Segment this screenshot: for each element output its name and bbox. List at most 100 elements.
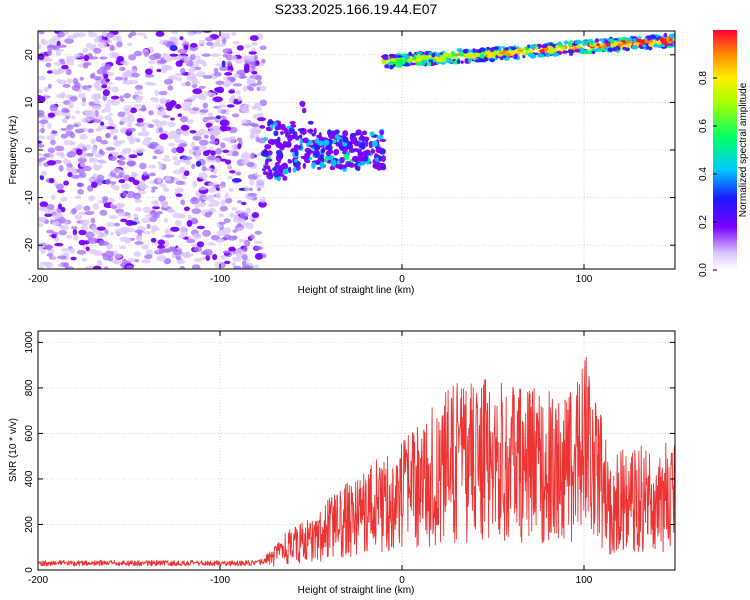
spectrogram-cell	[135, 148, 146, 154]
spectrogram-cell	[273, 130, 279, 137]
colorbar-tick-label: 0.2	[698, 215, 709, 229]
spectrogram-cell	[165, 101, 175, 109]
spectrogram-cell	[339, 138, 343, 145]
spectrogram-cell	[229, 136, 236, 140]
spectrogram-cell	[612, 46, 618, 52]
spectrogram-cell	[93, 119, 102, 123]
spectrogram-cell	[307, 120, 314, 125]
spectrogram-cell	[263, 136, 268, 142]
spectrogram-cell	[489, 52, 494, 56]
spectrogram-cell	[91, 225, 98, 233]
spectrogram-cell	[91, 93, 102, 100]
spectrogram-cell	[259, 45, 267, 51]
spectrogram-cell	[81, 102, 87, 107]
spectrogram-cell	[134, 199, 143, 203]
spectrogram-y-ticks: -20 -10 0 10 20	[24, 49, 675, 252]
spectrogram-cell	[138, 122, 149, 126]
spectrogram-cell	[186, 75, 197, 79]
spectrogram-cell	[220, 255, 227, 260]
spectrogram-cell	[639, 45, 643, 49]
spectrogram-cell	[351, 155, 359, 163]
spectrogram-cell	[110, 181, 117, 185]
spectrogram-cell	[123, 93, 131, 99]
spectrogram-cell	[51, 129, 57, 135]
spectrogram-cell	[57, 189, 65, 194]
spectrogram-cell	[329, 165, 336, 171]
spectrogram-cell	[172, 249, 182, 256]
spectrogram-cell	[135, 234, 142, 239]
spectrogram-cell	[100, 140, 109, 145]
spectrogram-cell	[185, 81, 191, 87]
spectrogram-cell	[81, 146, 88, 152]
spectrogram-cell	[537, 53, 544, 58]
spectrogram-cell	[113, 253, 123, 259]
spectrogram-cell	[193, 258, 202, 262]
spectrogram-cell	[208, 187, 217, 193]
spectrogram-cell	[76, 204, 83, 210]
spectrogram-cell	[445, 56, 449, 62]
spectrogram-cell	[131, 221, 138, 226]
spectrogram-cell	[156, 68, 162, 73]
spectrogram-cell	[64, 261, 70, 269]
snr-y-label: SNR (10 * v/v)	[8, 418, 19, 482]
spectrogram-cell	[104, 133, 111, 139]
spectrogram-cell	[38, 152, 44, 157]
spectrogram-cell	[249, 234, 255, 240]
spectrogram-cell	[180, 115, 189, 123]
spectrogram-cell	[264, 143, 272, 150]
spectrogram-cell	[90, 43, 97, 49]
y-tick-label: 0	[24, 567, 35, 573]
spectrogram-cell	[226, 60, 232, 67]
spectrogram-cell	[171, 133, 181, 140]
spectrogram-cell	[550, 46, 554, 52]
spectrogram-cell	[575, 45, 581, 48]
spectrogram-cell	[164, 234, 175, 238]
spectrogram-cell	[179, 36, 184, 41]
spectrogram-cell	[282, 175, 288, 181]
spectrogram-cell	[116, 202, 126, 208]
spectrogram-cell	[226, 104, 235, 108]
spectrogram-cell	[265, 158, 273, 162]
spectrogram-cell	[188, 66, 197, 73]
spectrogram-cell	[649, 34, 657, 40]
spectrogram-cell	[38, 31, 45, 35]
spectrogram-cell	[282, 168, 289, 175]
spectrogram-cell	[63, 180, 70, 186]
spectrogram-cell	[43, 58, 53, 62]
spectrogram-cell	[256, 117, 266, 122]
spectrogram-cell	[195, 160, 202, 167]
spectrogram-cell	[216, 239, 222, 243]
spectrogram-cell	[192, 107, 200, 112]
spectrogram-cell	[567, 49, 575, 54]
spectrogram-cell	[106, 99, 115, 104]
spectrogram-cell	[85, 42, 93, 49]
spectrogram-cell	[298, 134, 303, 139]
spectrogram-cell	[242, 151, 251, 158]
spectrogram-cell	[75, 195, 82, 200]
spectrogram-cell	[236, 45, 244, 51]
spectrogram-cell	[664, 32, 668, 38]
spectrogram-cell	[117, 111, 126, 118]
spectrogram-cell	[174, 138, 183, 143]
spectrogram-cell	[261, 58, 266, 64]
spectrogram-cell	[539, 49, 545, 53]
spectrogram-cell	[378, 155, 382, 162]
spectrogram-cell	[327, 149, 334, 155]
spectrogram-cell	[187, 71, 195, 77]
spectrogram-cell	[380, 165, 387, 171]
spectrogram-cell	[242, 85, 248, 92]
spectrogram-cell	[157, 161, 163, 166]
spectrogram-cell	[163, 217, 169, 224]
spectrogram-cell	[191, 196, 198, 202]
spectrogram-cell	[141, 259, 152, 264]
spectrogram-cell	[98, 199, 104, 204]
spectrogram-cell	[93, 47, 102, 54]
spectrogram-cell	[176, 76, 183, 82]
spectrogram-cell	[213, 168, 218, 175]
spectrogram-cell	[237, 143, 242, 150]
spectrogram-cell	[76, 148, 83, 156]
spectrogram-cell	[90, 217, 96, 224]
spectrogram-cell	[255, 136, 260, 143]
spectrogram-cell	[71, 208, 77, 215]
spectrogram-cell	[105, 126, 115, 130]
